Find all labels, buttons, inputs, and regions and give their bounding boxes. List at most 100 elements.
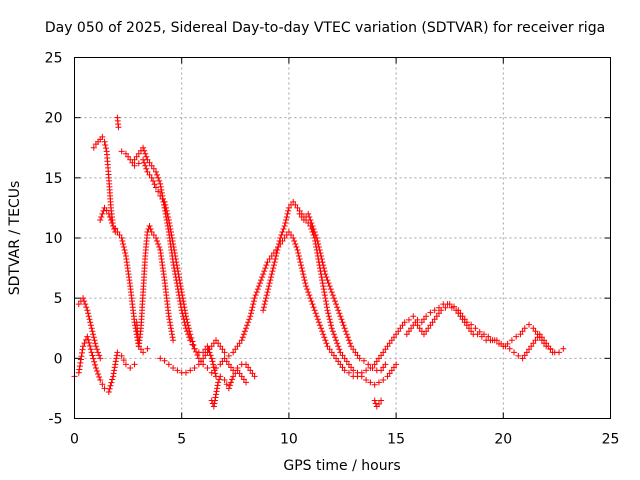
data-point bbox=[197, 358, 204, 365]
data-point bbox=[547, 346, 554, 353]
data-point bbox=[485, 333, 492, 340]
data-point bbox=[177, 301, 184, 308]
data-point bbox=[315, 241, 322, 248]
data-point bbox=[212, 370, 219, 377]
data-point bbox=[363, 367, 370, 374]
data-point bbox=[455, 307, 462, 314]
data-point bbox=[390, 364, 397, 371]
data-point bbox=[79, 349, 86, 356]
x-tick-label: 10 bbox=[280, 432, 298, 448]
data-point bbox=[146, 171, 153, 178]
data-point bbox=[245, 319, 252, 326]
data-point bbox=[89, 328, 96, 335]
data-point bbox=[91, 337, 98, 344]
data-point bbox=[281, 222, 288, 229]
data-point bbox=[360, 357, 367, 364]
data-point bbox=[182, 369, 189, 376]
data-point bbox=[320, 286, 327, 293]
data-point bbox=[156, 177, 163, 184]
data-point bbox=[154, 171, 161, 178]
data-point bbox=[129, 159, 136, 166]
data-point bbox=[217, 361, 224, 368]
data-point bbox=[85, 313, 92, 320]
data-point bbox=[89, 352, 96, 359]
data-point bbox=[204, 364, 211, 371]
data-point bbox=[284, 210, 291, 217]
data-point bbox=[99, 210, 106, 217]
data-point bbox=[269, 268, 276, 275]
data-point bbox=[350, 346, 357, 353]
data-point bbox=[182, 325, 189, 332]
data-point bbox=[158, 189, 165, 196]
data-point bbox=[169, 334, 176, 341]
data-point bbox=[312, 231, 319, 238]
data-point bbox=[115, 124, 122, 131]
data-point bbox=[375, 355, 382, 362]
data-point bbox=[498, 340, 505, 347]
data-point bbox=[122, 150, 129, 157]
data-point bbox=[178, 304, 185, 311]
data-point bbox=[240, 331, 247, 338]
data-point bbox=[556, 349, 563, 356]
data-point bbox=[333, 355, 340, 362]
data-point bbox=[164, 219, 171, 226]
data-point bbox=[405, 328, 412, 335]
y-tick-label: 5 bbox=[54, 291, 63, 307]
data-point bbox=[386, 370, 393, 377]
data-point bbox=[82, 301, 89, 308]
data-point bbox=[101, 385, 108, 392]
data-point bbox=[99, 381, 106, 388]
data-point bbox=[92, 364, 99, 371]
data-point bbox=[330, 331, 337, 338]
data-point bbox=[96, 352, 103, 359]
data-point bbox=[94, 346, 101, 353]
data-point bbox=[97, 355, 104, 362]
data-point bbox=[326, 346, 333, 353]
data-point bbox=[187, 337, 194, 344]
data-point bbox=[225, 385, 232, 392]
data-point bbox=[337, 313, 344, 320]
data-point bbox=[261, 268, 268, 275]
data-point bbox=[169, 331, 176, 338]
data-point bbox=[549, 349, 556, 356]
data-point bbox=[135, 160, 142, 167]
data-point bbox=[348, 343, 355, 350]
data-point bbox=[319, 259, 326, 266]
data-point bbox=[208, 343, 215, 350]
data-point bbox=[393, 331, 400, 338]
data-point bbox=[106, 213, 113, 220]
data-point bbox=[310, 225, 317, 232]
data-point bbox=[161, 357, 168, 364]
data-point bbox=[98, 213, 105, 220]
data-point bbox=[236, 370, 243, 377]
data-point bbox=[263, 292, 270, 299]
data-point bbox=[249, 304, 256, 311]
data-point bbox=[341, 355, 348, 362]
data-point bbox=[160, 198, 167, 205]
data-point bbox=[241, 328, 248, 335]
data-point bbox=[180, 313, 187, 320]
data-point bbox=[87, 319, 94, 326]
data-point bbox=[78, 353, 85, 360]
data-point bbox=[528, 343, 535, 350]
data-point bbox=[303, 283, 310, 290]
data-point bbox=[380, 349, 387, 356]
data-point bbox=[343, 358, 350, 365]
data-point bbox=[75, 369, 82, 376]
data-point bbox=[338, 316, 345, 323]
data-point bbox=[243, 361, 250, 368]
data-point bbox=[262, 265, 269, 272]
data-point bbox=[310, 304, 317, 311]
data-point bbox=[150, 231, 157, 238]
data-point bbox=[103, 207, 110, 214]
data-point bbox=[246, 316, 253, 323]
data-point bbox=[187, 367, 194, 374]
data-point bbox=[390, 334, 397, 341]
data-point bbox=[110, 370, 117, 377]
data-point bbox=[324, 277, 331, 284]
data-point bbox=[265, 283, 272, 290]
data-point bbox=[75, 301, 82, 308]
data-point bbox=[215, 379, 222, 386]
data-point bbox=[144, 168, 151, 175]
data-point bbox=[142, 162, 149, 169]
